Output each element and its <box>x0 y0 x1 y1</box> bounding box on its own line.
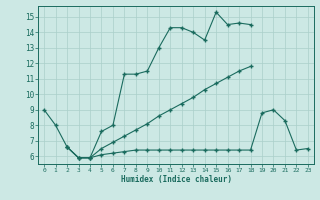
X-axis label: Humidex (Indice chaleur): Humidex (Indice chaleur) <box>121 175 231 184</box>
